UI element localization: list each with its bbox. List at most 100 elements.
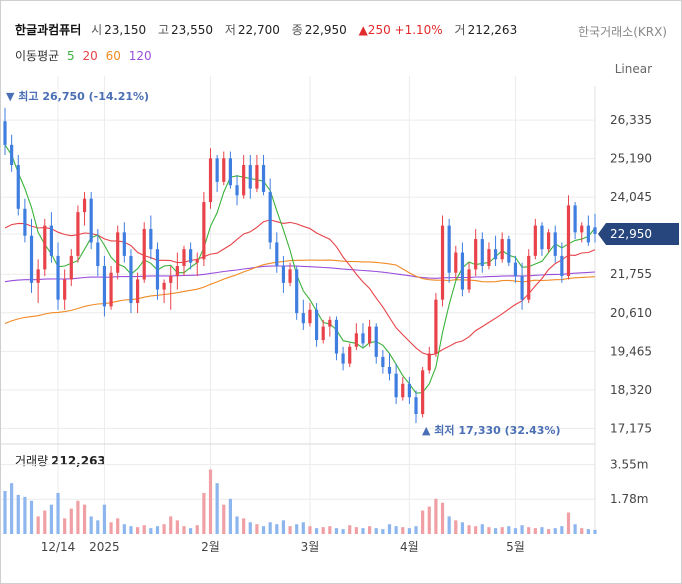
candle-body [480,239,484,266]
candle [553,225,557,263]
min-price-annotation: ▲ 최저 17,330 (32.43%) [422,423,561,437]
candle-body [527,255,531,300]
candle-body [474,239,478,270]
volume-bar [421,510,425,534]
candle-body [116,232,120,273]
candle [361,323,365,347]
volume-bar [242,518,246,534]
candle-body [328,319,332,327]
volume-bar [208,469,213,534]
change-value: ▲250 +1.10% [358,23,443,37]
candle-body [109,272,113,307]
y-tick-label: 19,465 [610,344,652,358]
candle-body [155,249,160,290]
candle [527,249,531,304]
volume-bar [248,522,252,534]
candle-body [361,333,365,344]
volume-bar [573,524,577,534]
candle-body [102,266,107,307]
high-label: 고 [157,23,169,37]
volume-bar [275,524,279,534]
volume-bar [301,522,305,534]
candle [341,346,345,371]
candle-body [321,326,325,341]
candle [513,255,518,283]
candle [301,299,305,330]
volume-bar [89,516,93,534]
volume-bar [49,504,54,534]
candle [586,215,590,246]
volume-bar [474,526,478,534]
open-value: 23,150 [104,23,147,37]
volume-bar [96,520,100,534]
candle-body [56,255,60,300]
candle [334,316,339,361]
candle [454,245,458,280]
candle-body [401,383,405,398]
candle [533,218,537,260]
volume-bar [169,516,173,534]
candle-body [513,262,518,277]
candle-body [427,353,431,371]
candle-body [394,373,398,398]
candle [288,262,292,287]
candle-body [208,158,213,203]
volume-bar [553,528,557,534]
candle-body [89,198,93,243]
candle [493,235,498,266]
y-tick-label: 20,610 [610,306,652,320]
candle-body [288,269,292,283]
volume-bar [487,527,491,534]
candle-body [76,212,80,256]
candle-body [175,266,179,277]
x-tick-label: 4월 [400,540,419,554]
candle-body [374,326,378,357]
volume-bar [348,525,352,534]
volume-bar [427,506,431,534]
candle [242,154,246,199]
candle [321,319,325,344]
candle-body [421,370,425,415]
candle [215,154,219,192]
candle [421,366,425,418]
candle [580,222,584,243]
volume-bar [440,502,445,534]
volume-bar [10,483,14,534]
candle-body [520,276,524,300]
candle [474,228,478,277]
candle-body [546,232,551,250]
candle [487,242,491,270]
candle-body [447,225,451,273]
candle-body [3,121,7,145]
volume-bar [401,527,405,534]
candle-body [142,228,146,280]
ma-60-line [4,259,596,325]
volume-bar [182,526,186,534]
stock-name: 한글과컴퓨터 [15,23,82,37]
volume-bar [354,527,358,534]
candle [348,343,352,367]
close-value: 22,950 [304,23,347,37]
candle [268,178,272,250]
candle-body [560,255,564,277]
ma-60-label: 60 [105,49,121,63]
candle-body [308,309,312,324]
scale-mode-toggle[interactable]: Linear [614,62,652,76]
candle-body [96,242,100,266]
open-label: 시 [91,23,103,37]
volume-bar [394,526,398,534]
candle-body [460,252,465,290]
candle [440,215,445,307]
volume-bar [255,524,259,534]
candle [467,262,471,293]
volume-bar [566,512,571,534]
candle [109,266,113,310]
volume-bar [228,498,232,534]
candle [102,255,107,317]
current-price-tag: 22,950 [598,223,679,246]
candle-body [222,158,226,182]
volume-label: 거 [454,23,466,37]
volume-bar [135,527,140,534]
candle-body [467,269,471,290]
